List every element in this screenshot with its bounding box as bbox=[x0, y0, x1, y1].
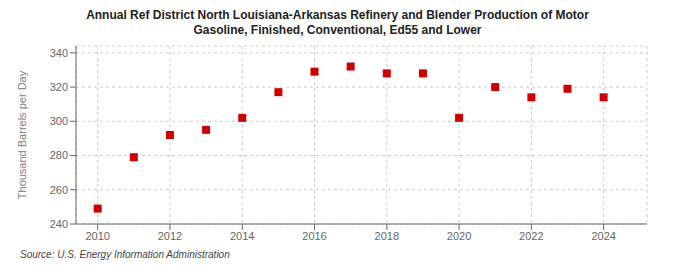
svg-text:2016: 2016 bbox=[302, 230, 326, 242]
svg-text:2010: 2010 bbox=[85, 230, 109, 242]
html-text:Gasoline, Finished, Convention: Gasoline, Finished, Conventional, Ed55 a… bbox=[193, 23, 482, 37]
svg-text:2012: 2012 bbox=[158, 230, 182, 242]
html-text:Source: U.S. Energy Informatio: Source: U.S. Energy Information Administ… bbox=[20, 249, 230, 260]
svg-text:2020: 2020 bbox=[447, 230, 471, 242]
svg-text:2014: 2014 bbox=[230, 230, 254, 242]
svg-text:280: 280 bbox=[50, 149, 68, 161]
svg-text:300: 300 bbox=[50, 115, 68, 127]
svg-text:Thousand Barrels per Day: Thousand Barrels per Day bbox=[16, 70, 28, 199]
svg-text:2022: 2022 bbox=[519, 230, 543, 242]
html-text:Annual Ref District North Loui: Annual Ref District North Louisiana-Arka… bbox=[86, 8, 589, 22]
svg-text:240: 240 bbox=[50, 218, 68, 230]
svg-text:340: 340 bbox=[50, 47, 68, 59]
svg-text:320: 320 bbox=[50, 81, 68, 93]
svg-text:2018: 2018 bbox=[375, 230, 399, 242]
svg-text:2024: 2024 bbox=[591, 230, 615, 242]
svg-text:260: 260 bbox=[50, 184, 68, 196]
